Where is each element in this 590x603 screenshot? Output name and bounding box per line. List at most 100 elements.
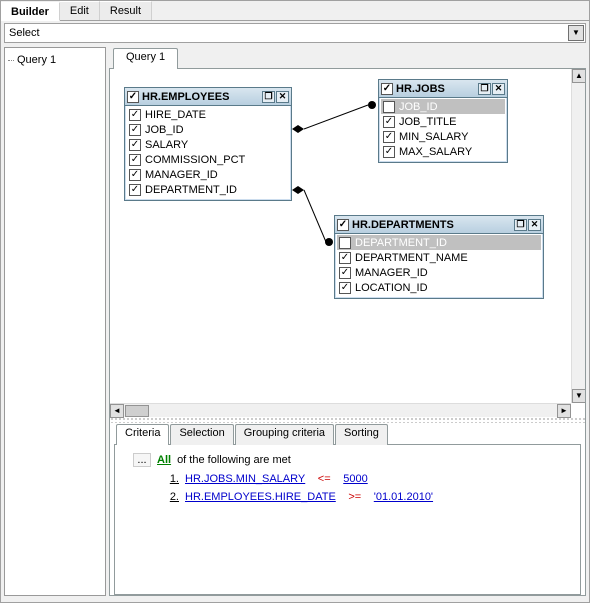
vertical-scrollbar[interactable]: ▲ ▼ bbox=[571, 69, 585, 403]
scroll-left-button[interactable]: ◄ bbox=[110, 404, 124, 418]
table-header[interactable]: ✓HR.JOBS ❐✕ bbox=[379, 80, 507, 98]
criteria-field-link[interactable]: HR.JOBS.MIN_SALARY bbox=[185, 473, 305, 485]
scroll-thumb[interactable] bbox=[125, 405, 149, 417]
column-checkbox[interactable]: ✓ bbox=[339, 252, 351, 264]
criteria-panel: Criteria Selection Grouping criteria Sor… bbox=[110, 423, 585, 595]
table-column[interactable]: ✓ HIRE_DATE bbox=[127, 107, 289, 122]
table-header[interactable]: ✓HR.DEPARTMENTS❐✕ bbox=[335, 216, 543, 234]
table-header[interactable]: ✓HR.EMPLOYEES ❐✕ bbox=[125, 88, 291, 106]
horizontal-scrollbar[interactable]: ◄ ► bbox=[110, 403, 571, 417]
column-checkbox[interactable]: ✓ bbox=[383, 146, 395, 158]
table-columns: DEPARTMENT_ID ✓ DEPARTMENT_NAME✓MANAGER_ID… bbox=[335, 234, 543, 298]
table-column[interactable]: ✓DEPARTMENT_ID bbox=[127, 182, 289, 197]
table-column[interactable]: DEPARTMENT_ID bbox=[337, 235, 541, 250]
chevron-down-icon: ▼ bbox=[572, 29, 580, 37]
close-icon[interactable]: ✕ bbox=[528, 219, 541, 231]
table-column[interactable]: ✓ LOCATION_ID bbox=[337, 280, 541, 295]
close-icon[interactable]: ✕ bbox=[492, 83, 505, 95]
scroll-up-button[interactable]: ▲ bbox=[572, 69, 586, 83]
criteria-root-text: of the following are met bbox=[177, 454, 291, 466]
criteria-index: 2. bbox=[163, 491, 179, 503]
table-title: HR.JOBS bbox=[396, 83, 445, 95]
table-column[interactable]: ✓ JOB_ID bbox=[127, 122, 289, 137]
restore-icon[interactable]: ❐ bbox=[478, 83, 491, 95]
table-column[interactable]: ✓ SALARY bbox=[127, 137, 289, 152]
criteria-operator[interactable]: >= bbox=[342, 491, 368, 503]
statement-type-dropdown[interactable]: Select ▼ bbox=[4, 23, 586, 43]
column-name: SALARY bbox=[145, 139, 188, 151]
query-tree-sidebar: Query 1 bbox=[4, 47, 106, 596]
table-title: HR.EMPLOYEES bbox=[142, 91, 229, 103]
table-columns: ✓HIRE_DATE✓JOB_ID✓SALARY✓COMMISSION_PCT✓… bbox=[125, 106, 291, 200]
table-column[interactable]: ✓ DEPARTMENT_NAME bbox=[337, 250, 541, 265]
scroll-right-button[interactable]: ► bbox=[557, 404, 571, 418]
main-area: Query 1 bbox=[109, 47, 586, 596]
table-hr-departments[interactable]: ✓HR.DEPARTMENTS❐✕DEPARTMENT_ID✓DEPARTMEN… bbox=[334, 215, 544, 299]
table-column[interactable]: ✓MANAGER_ID bbox=[337, 265, 541, 280]
chevron-up-icon: ▲ bbox=[575, 72, 583, 80]
column-checkbox[interactable]: ✓ bbox=[339, 282, 351, 294]
diagram-canvas[interactable]: ✓HR.EMPLOYEES❐✕✓HIRE_DATE✓JOB_ID✓SALARY✓… bbox=[110, 69, 571, 403]
criteria-value-link[interactable]: 5000 bbox=[343, 473, 367, 485]
column-name: MIN_SALARY bbox=[399, 131, 469, 143]
chevron-down-icon: ▼ bbox=[575, 392, 583, 400]
column-checkbox[interactable]: ✓ bbox=[129, 124, 141, 136]
table-column[interactable]: ✓ MIN_SALARY bbox=[381, 129, 505, 144]
tab-sorting[interactable]: Sorting bbox=[335, 424, 388, 445]
dropdown-button[interactable]: ▼ bbox=[568, 25, 584, 41]
criteria-value-link[interactable]: '01.01.2010' bbox=[374, 491, 433, 503]
table-header-checkbox[interactable]: ✓ bbox=[127, 91, 139, 103]
table-column[interactable]: ✓ MANAGER_ID bbox=[127, 167, 289, 182]
column-name: JOB_ID bbox=[145, 124, 184, 136]
close-icon[interactable]: ✕ bbox=[276, 91, 289, 103]
column-checkbox[interactable]: ✓ bbox=[129, 169, 141, 181]
restore-icon[interactable]: ❐ bbox=[514, 219, 527, 231]
table-column[interactable]: ✓ MAX_SALARY bbox=[381, 144, 505, 159]
statement-type-value: Select bbox=[9, 27, 40, 39]
criteria-tabstrip: Criteria Selection Grouping criteria Sor… bbox=[110, 423, 585, 444]
table-header-checkbox[interactable]: ✓ bbox=[337, 219, 349, 231]
table-column[interactable]: ✓ JOB_TITLE bbox=[381, 114, 505, 129]
scroll-down-button[interactable]: ▼ bbox=[572, 389, 586, 403]
column-checkbox[interactable] bbox=[339, 237, 351, 249]
top-tabstrip: Builder Edit Result bbox=[1, 1, 589, 21]
column-name: MANAGER_ID bbox=[145, 169, 218, 181]
column-checkbox[interactable]: ✓ bbox=[129, 139, 141, 151]
criteria-menu-button[interactable]: ... bbox=[133, 453, 151, 467]
column-checkbox[interactable] bbox=[383, 101, 395, 113]
tab-result[interactable]: Result bbox=[100, 1, 152, 20]
table-header-checkbox[interactable]: ✓ bbox=[381, 83, 393, 95]
chevron-left-icon: ◄ bbox=[113, 407, 121, 415]
table-hr-employees[interactable]: ✓HR.EMPLOYEES❐✕✓HIRE_DATE✓JOB_ID✓SALARY✓… bbox=[124, 87, 292, 201]
column-checkbox[interactable]: ✓ bbox=[129, 109, 141, 121]
query-tab-1[interactable]: Query 1 bbox=[113, 48, 178, 69]
table-hr-jobs[interactable]: ✓HR.JOBS❐✕JOB_ID✓JOB_TITLE✓MIN_SALARY✓MA… bbox=[378, 79, 508, 163]
tree-item-query1[interactable]: Query 1 bbox=[5, 52, 105, 68]
join-employees-jobs bbox=[292, 101, 376, 133]
criteria-field-link[interactable]: HR.EMPLOYEES.HIRE_DATE bbox=[185, 491, 336, 503]
restore-icon[interactable]: ❐ bbox=[262, 91, 275, 103]
criteria-root: ... All of the following are met bbox=[123, 453, 572, 467]
table-column[interactable]: JOB_ID bbox=[381, 99, 505, 114]
column-checkbox[interactable]: ✓ bbox=[339, 267, 351, 279]
tab-criteria[interactable]: Criteria bbox=[116, 424, 169, 445]
column-checkbox[interactable]: ✓ bbox=[383, 116, 395, 128]
criteria-operator[interactable]: <= bbox=[311, 473, 337, 485]
table-columns: JOB_ID ✓ JOB_TITLE ✓ MIN_SALARY ✓ MAX_SALARY bbox=[379, 98, 507, 162]
column-checkbox[interactable]: ✓ bbox=[129, 184, 141, 196]
app-window: Builder Edit Result Select ▼ Query 1 Que… bbox=[0, 0, 590, 603]
criteria-row-2: 2. HR.EMPLOYEES.HIRE_DATE >= '01.01.2010… bbox=[123, 491, 572, 503]
tab-selection[interactable]: Selection bbox=[170, 424, 233, 445]
column-name: JOB_TITLE bbox=[399, 116, 456, 128]
criteria-all-link[interactable]: All bbox=[157, 454, 171, 466]
column-checkbox[interactable]: ✓ bbox=[129, 154, 141, 166]
column-checkbox[interactable]: ✓ bbox=[383, 131, 395, 143]
column-name: DEPARTMENT_NAME bbox=[355, 252, 468, 264]
column-name: MAX_SALARY bbox=[399, 146, 472, 158]
column-name: HIRE_DATE bbox=[145, 109, 206, 121]
tab-grouping[interactable]: Grouping criteria bbox=[235, 424, 334, 445]
tab-builder[interactable]: Builder bbox=[1, 2, 60, 21]
table-column[interactable]: ✓COMMISSION_PCT bbox=[127, 152, 289, 167]
column-name: LOCATION_ID bbox=[355, 282, 428, 294]
tab-edit[interactable]: Edit bbox=[60, 1, 100, 20]
